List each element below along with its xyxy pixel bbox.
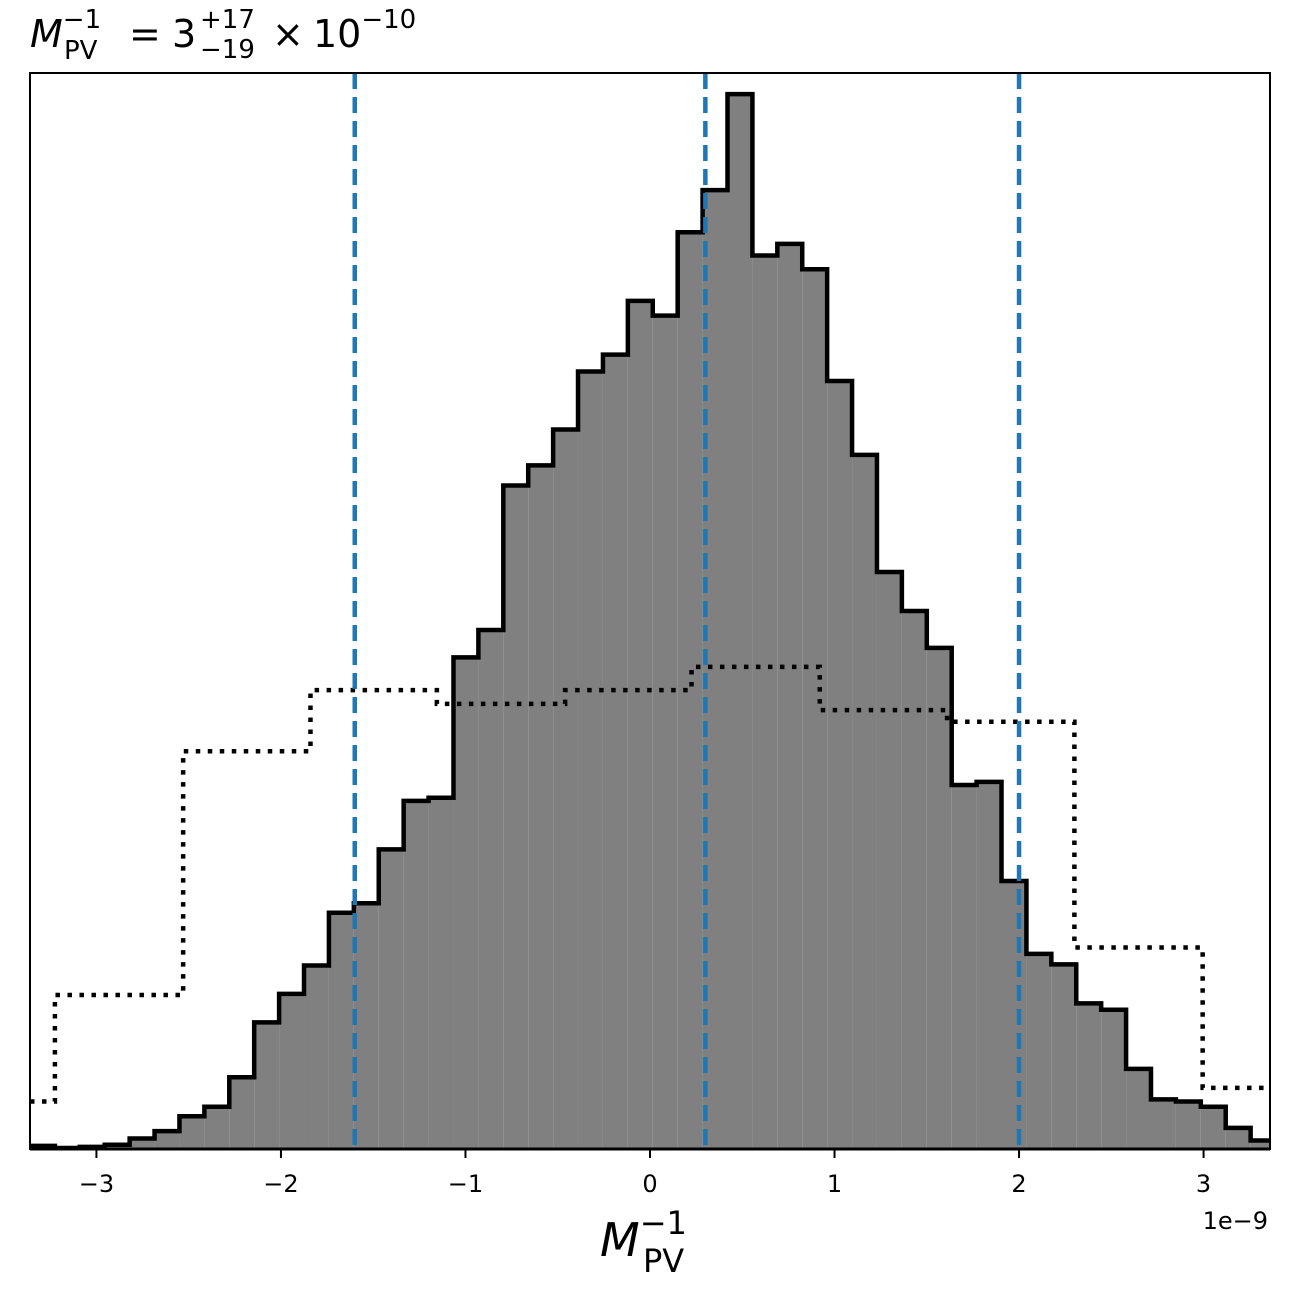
x-tick-label: −2 xyxy=(263,1170,298,1198)
posterior-bar xyxy=(702,190,728,1149)
chart-title: M−1 PV = 3 +17 −19 × 10−10 xyxy=(30,5,416,66)
x-tick-label: 1 xyxy=(827,1170,842,1198)
percentile-lines xyxy=(352,73,1022,1149)
posterior-bar xyxy=(901,611,927,1149)
title-superscript: −1 xyxy=(63,5,101,35)
title-equals: = xyxy=(129,12,161,56)
svg-text:= 3: = 3 xyxy=(129,12,196,56)
posterior-bar xyxy=(951,785,977,1149)
posterior-bar xyxy=(478,629,504,1149)
posterior-bar xyxy=(179,1116,205,1149)
posterior-bar xyxy=(876,571,902,1149)
posterior-bar xyxy=(777,243,803,1150)
title-exponent: −10 xyxy=(361,5,416,35)
x-ticks: −3 −2 −1 0 1 2 3 xyxy=(79,1149,1211,1198)
svg-text:M−1PV: M−1 PV xyxy=(30,5,101,66)
posterior-bar xyxy=(602,354,628,1149)
title-base: 10 xyxy=(313,12,361,56)
posterior-bar xyxy=(328,912,354,1149)
x-tick-label: 2 xyxy=(1011,1170,1026,1198)
posterior-bar xyxy=(1200,1106,1226,1149)
posterior-bar xyxy=(229,1077,255,1149)
posterior-outline xyxy=(30,91,1270,1151)
posterior-bar xyxy=(204,1106,230,1149)
posterior-bar xyxy=(1076,1003,1102,1149)
posterior-bar xyxy=(578,371,603,1150)
posterior-bar xyxy=(1175,1101,1201,1149)
x-tick-label: −1 xyxy=(448,1170,483,1198)
posterior-bar xyxy=(553,429,579,1149)
posterior-bar xyxy=(627,300,653,1149)
posterior-bar xyxy=(304,965,329,1149)
posterior-bar xyxy=(528,465,554,1149)
posterior-bar xyxy=(727,94,753,1150)
posterior-bar xyxy=(129,1138,155,1149)
title-err-plus: +17 xyxy=(200,5,255,35)
title-err-minus: −19 xyxy=(200,35,255,65)
posterior-bar xyxy=(428,797,454,1149)
posterior-bar xyxy=(353,903,379,1149)
posterior-bar xyxy=(1001,881,1027,1149)
posterior-bar xyxy=(1101,1009,1127,1149)
svg-text:M−1PV: M−1 PV xyxy=(600,1204,687,1280)
xlabel-symbol: M xyxy=(600,1213,640,1267)
title-symbol: M xyxy=(30,12,63,56)
title-value: 3 xyxy=(172,12,196,56)
posterior-bar xyxy=(1225,1127,1251,1149)
posterior-bar xyxy=(652,315,678,1149)
posterior-bar xyxy=(453,657,479,1149)
posterior-bar xyxy=(403,800,429,1149)
posterior-histogram xyxy=(30,91,1270,1151)
x-tick-label: 3 xyxy=(1196,1170,1211,1198)
xlabel-superscript: −1 xyxy=(640,1204,687,1242)
posterior-bar xyxy=(1250,1140,1270,1149)
posterior-bar xyxy=(926,647,952,1149)
x-tick-label: −3 xyxy=(79,1170,114,1198)
posterior-bar xyxy=(976,781,1002,1149)
posterior-bar xyxy=(1150,1099,1176,1149)
posterior-bar xyxy=(378,849,404,1149)
posterior-bar xyxy=(154,1131,180,1149)
xlabel-subscript: PV xyxy=(643,1242,684,1280)
posterior-bar xyxy=(1051,964,1077,1149)
posterior-bar xyxy=(1026,953,1052,1149)
svg-text:× 10−10: × 10−10 xyxy=(272,5,416,56)
x-tick-label: 0 xyxy=(642,1170,657,1198)
x-axis-label: M−1 PV xyxy=(600,1204,687,1280)
posterior-bar xyxy=(677,232,703,1150)
title-subscript: PV xyxy=(64,36,98,66)
posterior-bar xyxy=(279,993,305,1149)
posterior-bar xyxy=(852,454,877,1149)
title-times: × xyxy=(272,12,304,56)
posterior-bar xyxy=(827,381,853,1149)
x-offset-label: 1e−9 xyxy=(1203,1207,1268,1235)
posterior-bar xyxy=(752,255,778,1149)
posterior-bar xyxy=(1126,1068,1151,1149)
posterior-bar xyxy=(254,1022,280,1149)
posterior-bar xyxy=(503,485,529,1149)
